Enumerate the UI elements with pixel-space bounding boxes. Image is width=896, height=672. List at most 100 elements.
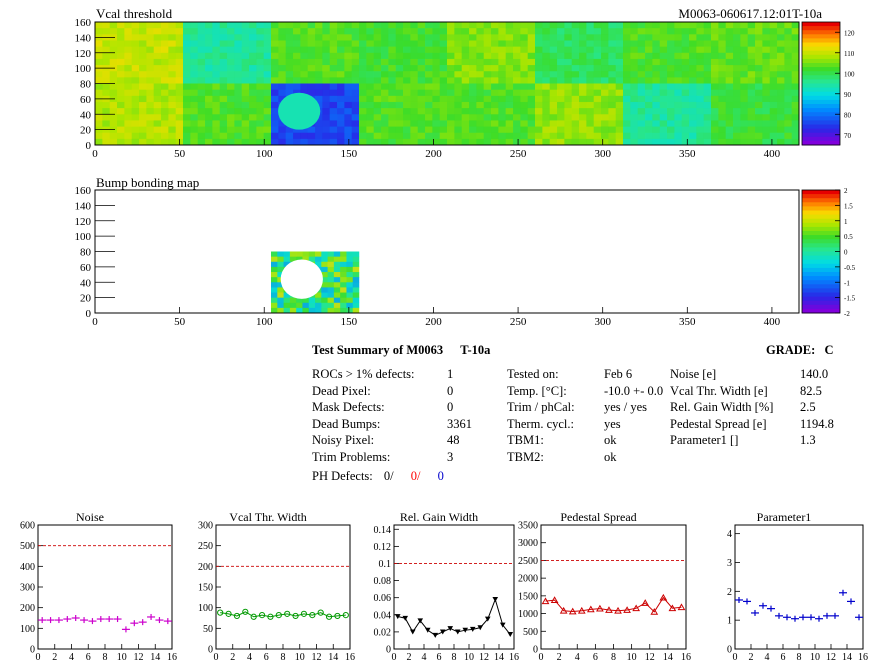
roc-pixel (395, 114, 404, 121)
roc-pixel (102, 71, 110, 78)
y-tick-label: 40 (80, 277, 92, 289)
colorbar-segment (802, 58, 840, 64)
roc-pixel (388, 89, 396, 97)
roc-pixel (168, 126, 176, 133)
roc-pixel (579, 34, 587, 41)
roc-pixel (718, 89, 726, 97)
roc-pixel (615, 120, 624, 127)
roc-pixel (337, 46, 345, 54)
roc-pixel (322, 138, 330, 146)
roc-pixel (718, 126, 726, 133)
roc-pixel (454, 132, 462, 140)
roc-pixel (579, 101, 587, 109)
x-tick-label: 350 (679, 316, 696, 328)
roc-pixel (256, 126, 264, 133)
roc-pixel (520, 120, 528, 127)
roc-pixel (425, 46, 433, 54)
roc-pixel (557, 95, 565, 103)
roc-pixel (505, 120, 514, 127)
roc-pixel (483, 132, 492, 140)
roc-pixel (175, 40, 184, 47)
roc-pixel (190, 114, 198, 121)
roc-pixel (725, 34, 734, 41)
roc-pixel (505, 34, 514, 41)
bump-pixel (321, 277, 328, 283)
roc-pixel (542, 83, 550, 90)
colorbar-segment (802, 206, 840, 211)
roc-pixel (315, 138, 323, 146)
roc-pixel (571, 108, 580, 115)
roc-pixel (139, 77, 147, 84)
roc-pixel (197, 52, 206, 60)
roc-pixel (351, 71, 360, 78)
roc-pixel (483, 71, 492, 78)
bump-pixel (315, 256, 322, 263)
roc-pixel (439, 46, 448, 54)
roc-pixel (791, 22, 800, 29)
roc-pixel (505, 89, 514, 97)
bump-pixel (321, 292, 328, 298)
roc-pixel (205, 58, 213, 66)
summary-row-label: Trim / phCal: (507, 400, 575, 415)
bump-pixel (271, 272, 278, 278)
data-point (586, 605, 595, 613)
roc-pixel (307, 71, 316, 78)
bump-pixel (289, 307, 297, 314)
colorbar-segment (802, 288, 840, 293)
roc-pixel (769, 132, 778, 140)
roc-pixel (483, 114, 492, 121)
data-point (284, 610, 291, 617)
roc-pixel (175, 46, 184, 54)
summary-row: Dead Pixel: 0 (312, 384, 453, 399)
roc-pixel (615, 34, 624, 41)
roc-pixel (271, 71, 279, 78)
roc-pixel (344, 138, 352, 146)
roc-pixel (564, 46, 572, 54)
roc-pixel (615, 138, 624, 146)
x-tick-label: 4 (575, 652, 580, 663)
roc-pixel (175, 126, 184, 133)
roc-pixel (293, 40, 301, 47)
roc-pixel (124, 65, 132, 72)
roc-pixel (593, 108, 602, 115)
roc-pixel (227, 46, 235, 54)
roc-pixel (241, 89, 250, 97)
roc-pixel (212, 28, 220, 35)
colorbar-segment (802, 46, 840, 52)
bump-pixel (346, 292, 354, 298)
roc-pixel (219, 89, 228, 97)
bump-pixel (315, 307, 322, 314)
colorbar-segment (802, 124, 840, 130)
x-tick-label: 14 (494, 652, 504, 663)
roc-pixel (190, 108, 198, 115)
roc-pixel (498, 77, 506, 84)
roc-pixel (249, 46, 257, 54)
roc-pixel (586, 101, 594, 109)
roc-pixel (755, 95, 763, 103)
roc-pixel (733, 120, 741, 127)
roc-pixel (608, 138, 616, 146)
roc-pixel (696, 120, 704, 127)
roc-pixel (315, 65, 323, 72)
roc-pixel (175, 120, 184, 127)
roc-pixel (505, 40, 514, 47)
roc-pixel (241, 71, 250, 78)
roc-pixel (410, 65, 418, 72)
roc-pixel (271, 28, 279, 35)
roc-pixel (549, 40, 558, 47)
roc-pixel (630, 71, 638, 78)
roc-pixel (388, 77, 396, 84)
roc-pixel (183, 120, 191, 127)
data-point (632, 604, 641, 612)
roc-pixel (542, 89, 550, 97)
roc-pixel (784, 28, 792, 35)
y-tick-label: 0.12 (374, 542, 392, 553)
roc-pixel (725, 28, 734, 35)
roc-pixel (586, 52, 594, 60)
roc-pixel (102, 120, 110, 127)
roc-pixel (395, 95, 404, 103)
roc-pixel (608, 120, 616, 127)
roc-pixel (425, 71, 433, 78)
roc-pixel (212, 52, 220, 60)
roc-pixel (168, 52, 176, 60)
